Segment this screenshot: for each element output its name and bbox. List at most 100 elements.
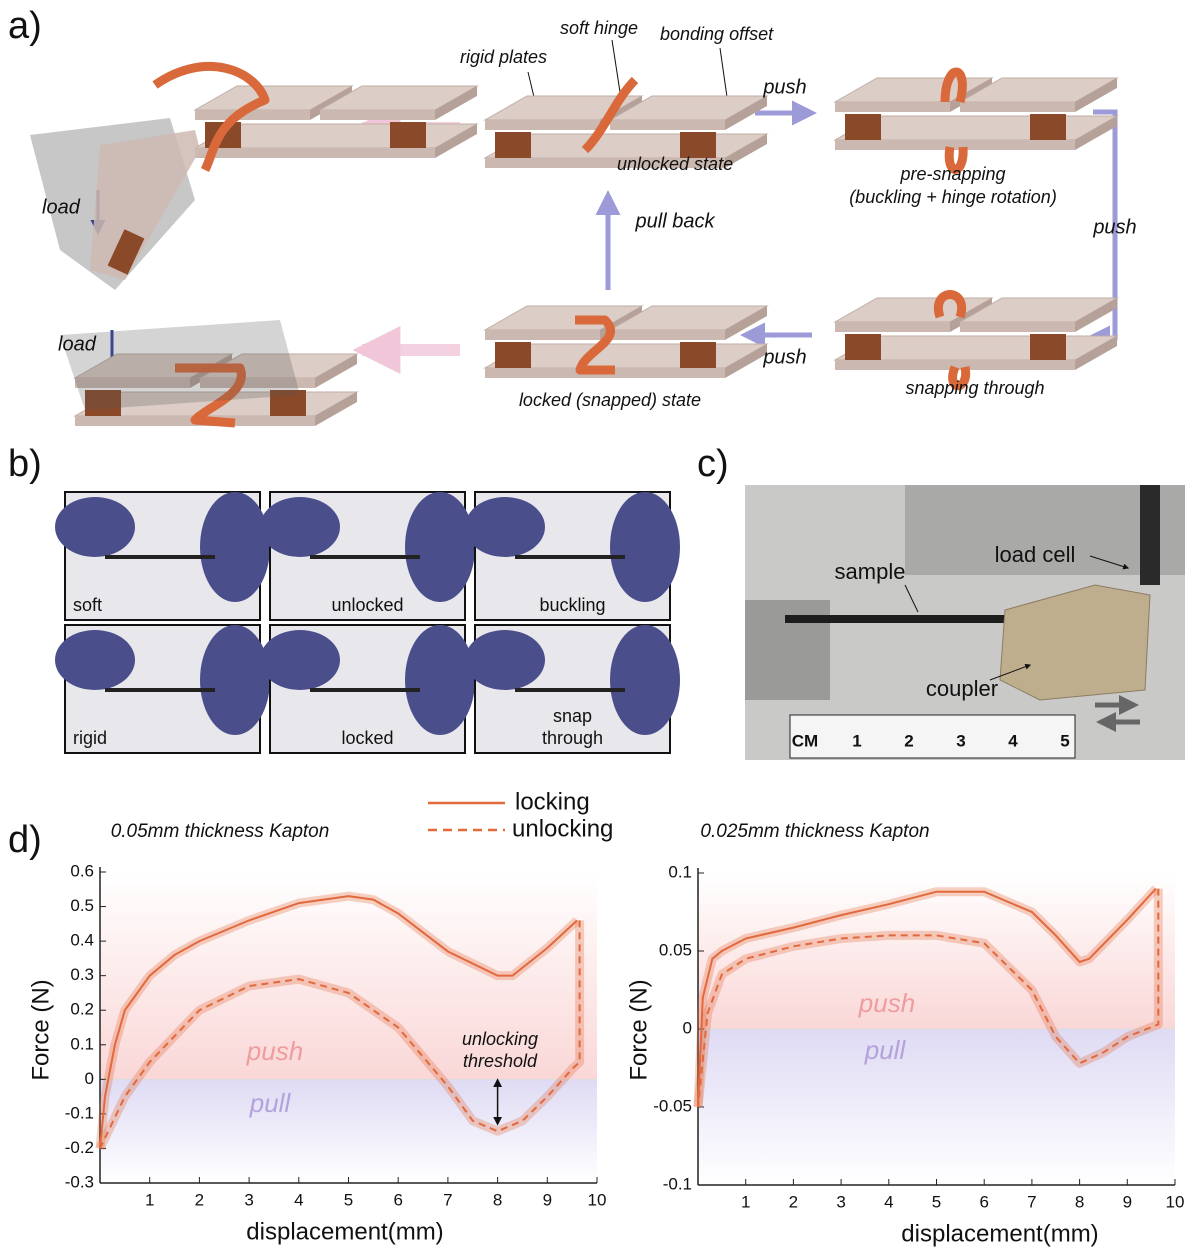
device [152,61,479,173]
ruler-label: 1 [852,731,861,750]
annotation: pull [249,1088,292,1118]
spacer [845,334,881,360]
soft-hinge [581,76,639,154]
ruler-label: 2 [904,731,913,750]
device-illustrations [30,61,1119,428]
x-tick-label: 10 [1166,1192,1185,1211]
y-tick-label: 0 [683,1018,692,1037]
x-tick-label: 1 [741,1192,750,1211]
arrow-label: push [762,76,806,98]
x-tick-label: 2 [789,1192,798,1211]
x-tick-label: 9 [543,1190,552,1209]
plate-side [725,344,767,378]
arrow-label: pull back [635,210,716,232]
annotation: threshold [463,1051,538,1071]
x-tick-label: 7 [1027,1192,1036,1211]
x-tick-label: 2 [195,1190,204,1209]
bent-plate [90,130,200,280]
annotation: locked (snapped) state [519,390,701,410]
plate-side [315,392,357,426]
panel-label: c) [697,443,729,485]
ruler-label: 3 [956,731,965,750]
annotation: pre-snapping [899,164,1005,184]
x-tick-label: 4 [294,1190,303,1209]
spacer [1030,114,1066,140]
device [73,353,359,428]
leader [989,663,1032,681]
leader [1089,555,1130,570]
chart-title: 0.025mm thickness Kapton [700,821,929,842]
y-tick-label: 0.2 [70,1000,94,1019]
annotation: load [42,196,81,218]
x-axis-label: displacement(mm) [246,1218,443,1245]
y-tick-label: 0 [85,1069,94,1088]
annotation: pull [864,1035,907,1065]
plate-side [725,96,767,130]
glove [260,630,340,690]
annotation: soft hinge [560,18,638,38]
spacer [495,132,531,158]
x-tick-label: 3 [244,1190,253,1209]
annotation: (buckling + hinge rotation) [849,187,1057,207]
arrow-label: push [1092,216,1136,238]
legend-label: locking [515,788,590,815]
device [483,305,769,378]
y-tick-label: -0.05 [653,1096,692,1115]
annotation: bonding offset [660,24,774,44]
x-tick-label: 10 [588,1190,607,1209]
ruler-label: 5 [1060,731,1069,750]
arrow-label: push [762,346,806,368]
plate-front [320,110,435,120]
photo-label: rigid [73,728,107,748]
device [833,290,1119,391]
leader [904,584,919,613]
photo-label: unlocked [331,595,403,615]
plate-front [485,330,600,340]
photo-label: sample [835,559,906,584]
y-axis-label: Force (N) [27,979,54,1080]
plate-front [835,102,950,112]
x-tick-label: 8 [1075,1192,1084,1211]
glove [405,625,475,735]
y-axis-label: Force (N) [625,979,652,1080]
spacer [845,114,881,140]
glove [465,497,545,557]
photo-detail [1140,485,1160,585]
plate-front [835,140,1075,150]
y-tick-label: 0.4 [70,931,94,950]
glove [55,630,135,690]
chart: -0.3 -0.2 -0.1 0 0.1 0.2 0.3 0.4 0.5 0.6 1 2 3 4 5 6 7 8 9… [27,821,606,1245]
y-tick-label: 0.5 [70,896,94,915]
glove [405,492,475,602]
spacer [495,342,531,368]
plate-side [1075,298,1117,332]
series-line [99,895,578,1149]
ruler-label: CM [792,731,818,750]
x-axis-label: displacement(mm) [901,1220,1098,1247]
panel-label: b) [8,443,42,485]
chart: -0.1 -0.05 0 0.05 0.1 1 2 3 4 5 6 7 8 9 10 0.025mm thic… [625,821,1184,1247]
plate-front [610,330,725,340]
plate-front [960,102,1075,112]
soft-hinge [152,61,270,173]
soft-hinge [175,363,246,428]
annotation: rigid plates [460,47,547,67]
spacer [1030,334,1066,360]
series-line [99,920,581,1149]
plate-front [195,110,310,120]
y-tick-label: 0.6 [70,861,94,880]
pull-region [100,1079,597,1183]
x-tick-label: 7 [443,1190,452,1209]
annotation: snapping through [905,378,1044,398]
series-line [697,887,1157,1108]
plate-side [315,354,357,388]
glove [610,492,680,602]
plate-side [725,134,767,168]
glove [55,497,135,557]
device [833,67,1119,174]
x-tick-label: 5 [344,1190,353,1209]
y-tick-label: -0.1 [65,1103,94,1122]
push-region [100,872,597,1080]
chart-title: 0.05mm thickness Kapton [111,821,330,842]
plate-front [835,360,1075,370]
